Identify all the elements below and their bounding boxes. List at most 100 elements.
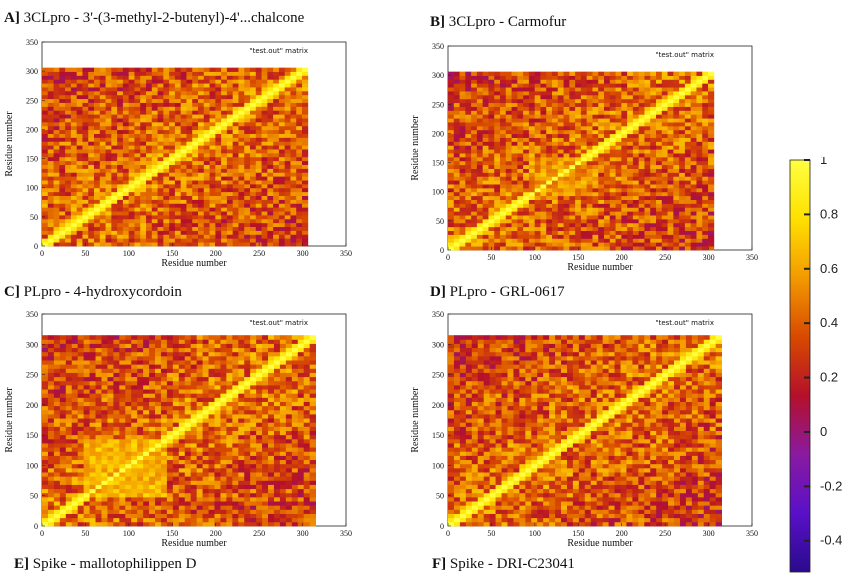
matrix-cell xyxy=(186,156,193,162)
matrix-cell xyxy=(552,98,559,104)
matrix-cell xyxy=(278,152,286,158)
matrix-cell xyxy=(523,137,530,142)
matrix-cell xyxy=(273,152,280,158)
matrix-cell xyxy=(250,75,257,80)
matrix-cell xyxy=(256,480,263,485)
matrix-cell xyxy=(137,521,144,527)
matrix-cell xyxy=(151,176,158,181)
matrix-cell xyxy=(546,102,553,107)
matrix-cell xyxy=(517,133,524,138)
matrix-cell xyxy=(105,195,112,200)
matrix-cell xyxy=(644,207,651,212)
matrix-cell xyxy=(53,90,60,96)
matrix-cell xyxy=(250,67,257,72)
matrix-cell xyxy=(459,98,466,104)
matrix-cell xyxy=(180,187,187,193)
matrix-cell xyxy=(656,98,663,104)
matrix-cell xyxy=(174,242,182,247)
matrix-cell xyxy=(575,137,582,142)
matrix-cell xyxy=(297,505,305,510)
matrix-cell xyxy=(661,137,668,142)
matrix-cell xyxy=(238,496,245,502)
matrix-cell xyxy=(673,234,680,239)
matrix-cell xyxy=(488,141,495,146)
matrix-cell xyxy=(604,79,611,84)
matrix-cell xyxy=(684,83,692,88)
matrix-cell xyxy=(88,176,95,181)
matrix-cell xyxy=(453,75,460,80)
matrix-cell xyxy=(226,176,234,181)
matrix-cell xyxy=(198,195,205,200)
matrix-cell xyxy=(557,176,564,181)
matrix-cell xyxy=(47,505,55,510)
matrix-cell xyxy=(117,176,124,181)
matrix-cell xyxy=(215,164,222,169)
matrix-cell xyxy=(471,238,478,243)
matrix-cell xyxy=(598,207,605,212)
matrix-cell xyxy=(76,145,83,150)
matrix-cell xyxy=(644,168,651,173)
matrix-cell xyxy=(198,79,205,84)
matrix-cell xyxy=(215,114,222,119)
matrix-cell xyxy=(42,67,49,72)
matrix-cell xyxy=(598,160,605,166)
matrix-cell xyxy=(488,211,495,216)
matrix-cell xyxy=(471,94,478,100)
matrix-cell xyxy=(157,187,164,193)
matrix-cell xyxy=(273,238,280,243)
matrix-cell xyxy=(494,218,501,224)
matrix-cell xyxy=(604,207,611,212)
matrix-cell xyxy=(163,207,170,212)
matrix-cell xyxy=(638,75,645,80)
matrix-cell xyxy=(169,114,176,119)
matrix-cell xyxy=(465,172,472,177)
matrix-cell xyxy=(684,180,692,185)
matrix-cell xyxy=(476,149,484,154)
matrix-cell xyxy=(569,195,576,200)
matrix-cell xyxy=(65,121,72,127)
matrix-cell xyxy=(528,222,536,228)
matrix-cell xyxy=(609,153,616,158)
matrix-cell xyxy=(569,246,576,251)
matrix-cell xyxy=(89,505,96,510)
matrix-cell xyxy=(546,234,553,239)
matrix-cell xyxy=(459,164,466,169)
matrix-cell xyxy=(59,121,66,127)
matrix-cell xyxy=(500,133,507,138)
matrix-cell xyxy=(575,145,582,150)
matrix-cell xyxy=(511,94,518,100)
matrix-cell xyxy=(302,234,309,239)
matrix-cell xyxy=(134,118,141,123)
matrix-cell xyxy=(232,472,239,477)
matrix-cell xyxy=(71,513,79,519)
matrix-cell xyxy=(604,87,611,92)
matrix-cell xyxy=(151,145,158,150)
matrix-cell xyxy=(47,141,54,146)
matrix-cell xyxy=(290,195,297,200)
matrix-cell xyxy=(53,75,60,80)
matrix-cell xyxy=(650,102,657,107)
matrix-cell xyxy=(290,133,297,138)
matrix-cell xyxy=(151,129,158,134)
matrix-cell xyxy=(105,129,112,134)
matrix-cell xyxy=(244,129,251,134)
matrix-cell xyxy=(125,509,132,514)
matrix-cell xyxy=(661,215,668,220)
matrix-cell xyxy=(586,118,593,123)
matrix-cell xyxy=(215,125,222,131)
matrix-cell xyxy=(256,467,263,473)
matrix-cell xyxy=(569,203,576,208)
matrix-cell xyxy=(500,172,507,177)
y-tick-label: 100 xyxy=(26,184,38,193)
matrix-cell xyxy=(303,480,311,485)
matrix-cell xyxy=(667,176,674,181)
matrix-cell xyxy=(155,521,162,527)
matrix-cell xyxy=(609,122,616,127)
matrix-cell xyxy=(592,156,599,162)
matrix-cell xyxy=(163,168,170,173)
matrix-cell xyxy=(598,184,605,189)
matrix-cell xyxy=(226,238,234,243)
matrix-cell xyxy=(155,463,162,469)
y-tick-label: 100 xyxy=(432,188,444,197)
matrix-cell xyxy=(285,476,293,481)
